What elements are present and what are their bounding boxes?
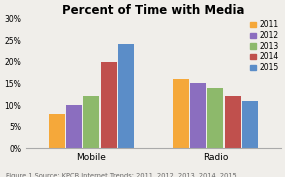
Bar xyxy=(66,105,82,148)
Title: Percent of Time with Media: Percent of Time with Media xyxy=(62,4,245,17)
Bar xyxy=(84,96,99,148)
Bar xyxy=(242,101,258,148)
Bar xyxy=(190,83,206,148)
Bar xyxy=(49,114,65,148)
Legend: 2011, 2012, 2013, 2014, 2015: 2011, 2012, 2013, 2014, 2015 xyxy=(250,19,280,73)
Bar xyxy=(118,44,134,148)
Bar xyxy=(173,79,189,148)
Bar xyxy=(101,62,117,148)
Bar xyxy=(207,88,223,148)
Bar xyxy=(225,96,241,148)
Text: Figure 1 Source: KPCB Internet Trends: 2011, 2012, 2013, 2014, 2015: Figure 1 Source: KPCB Internet Trends: 2… xyxy=(6,173,237,177)
